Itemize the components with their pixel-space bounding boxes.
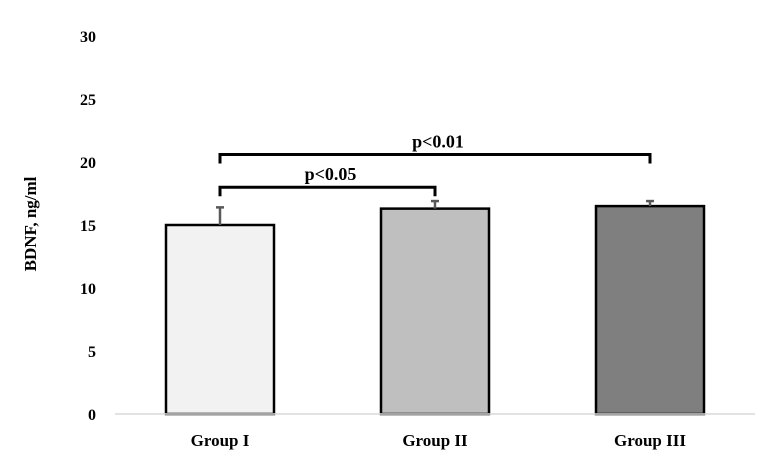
y-tick-label: 5: [88, 344, 96, 361]
y-axis-ticks: 0 5 10 15 20 25 30: [80, 29, 96, 424]
y-tick-label: 10: [80, 281, 96, 298]
y-axis-title: BDNF, ng/ml: [21, 176, 40, 271]
x-category-label: Group I: [191, 431, 250, 450]
y-tick-label: 0: [88, 407, 96, 424]
y-tick-label: 25: [80, 92, 96, 109]
significance-bracket: [218, 185, 437, 197]
x-category-label: Group II: [402, 431, 468, 450]
x-category-label: Group III: [614, 431, 686, 450]
x-axis-categories: Group I Group II Group III: [191, 431, 687, 450]
bar: [164, 223, 276, 416]
y-tick-label: 15: [80, 218, 96, 235]
significance-bracket: [218, 152, 652, 164]
bar: [594, 204, 706, 416]
y-tick-label: 30: [80, 29, 96, 46]
significance-annotations: p<0.05 p<0.01: [218, 131, 652, 197]
bar: [379, 207, 491, 416]
error-bars: [216, 199, 654, 225]
y-tick-label: 20: [80, 155, 96, 172]
significance-label: p<0.05: [305, 164, 357, 184]
significance-label: p<0.01: [412, 131, 464, 151]
bars: [164, 204, 706, 416]
